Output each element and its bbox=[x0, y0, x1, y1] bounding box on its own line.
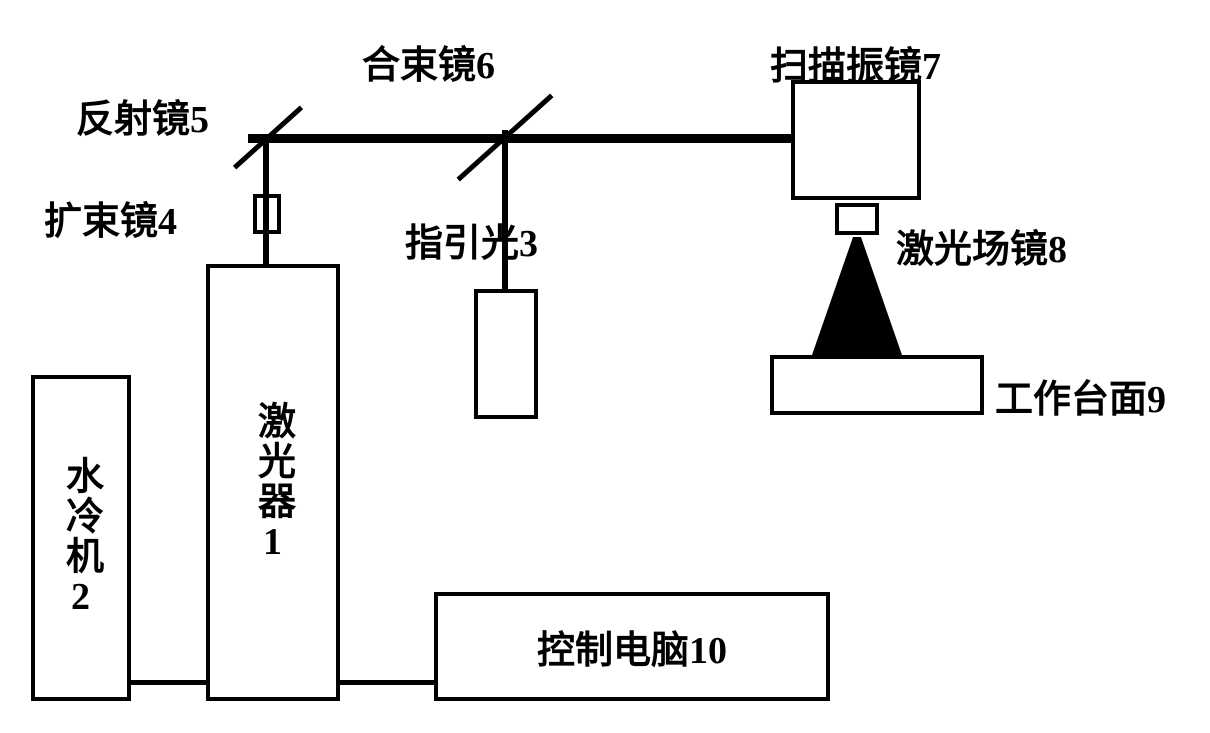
connector-laser-pc bbox=[340, 680, 434, 685]
worktable-label: 工作台面9 bbox=[995, 368, 1166, 423]
mirror-label: 反射镜5 bbox=[76, 88, 209, 143]
field-lens-label: 激光场镜8 bbox=[896, 218, 1067, 273]
galvo-label: 扫描振镜7 bbox=[770, 35, 941, 90]
galvo-box bbox=[791, 80, 921, 200]
field-lens-box bbox=[835, 203, 879, 235]
beam-horizontal-main bbox=[248, 134, 791, 143]
expander-label: 扩束镜4 bbox=[44, 190, 177, 245]
combiner-label: 合束镜6 bbox=[362, 34, 495, 89]
connector-cooler-laser bbox=[131, 680, 206, 685]
control-pc-label: 控制电脑10 bbox=[537, 619, 727, 674]
water-cooler-label: 水冷机2 bbox=[54, 456, 109, 620]
worktable-box bbox=[770, 355, 984, 415]
beam-vertical-1 bbox=[263, 134, 269, 264]
laser-label: 激光器1 bbox=[246, 401, 301, 565]
guide-light-box bbox=[474, 289, 538, 419]
control-pc-box: 控制电脑10 bbox=[434, 592, 830, 701]
guide-light-label: 指引光3 bbox=[405, 212, 538, 267]
laser-box: 激光器1 bbox=[206, 264, 340, 701]
water-cooler-box: 水冷机2 bbox=[31, 375, 131, 701]
